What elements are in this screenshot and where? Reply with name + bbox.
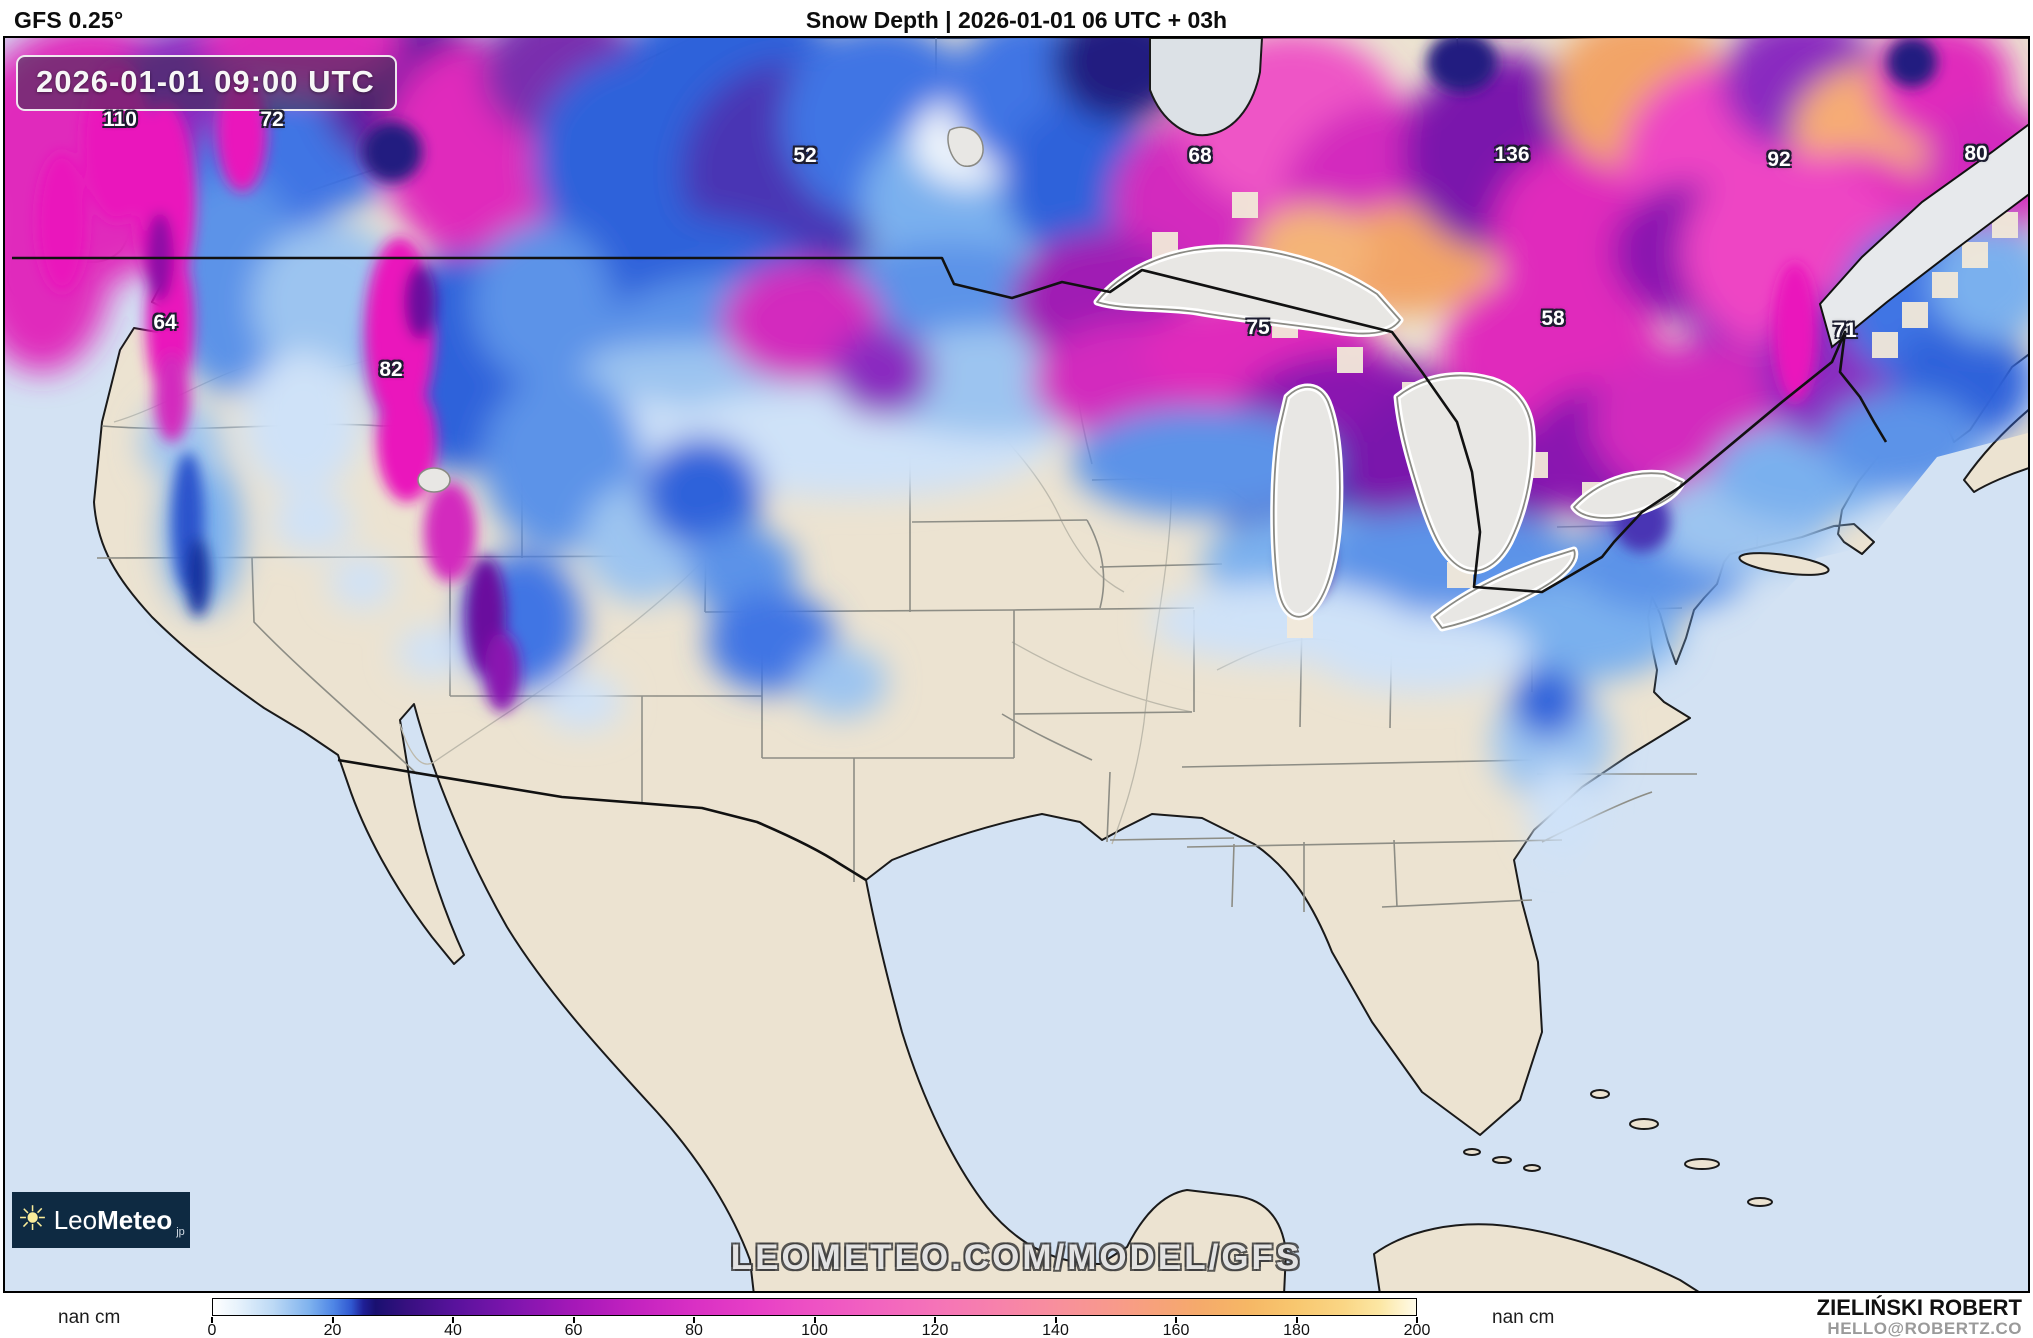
header: GFS 0.25° Snow Depth | 2026-01-01 06 UTC… [0, 0, 2033, 36]
colorbar-tick-label: 80 [685, 1322, 703, 1338]
author-email: HELLO@ROBERTZ.CO [1827, 1319, 2022, 1338]
colorbar-tick-label: 140 [1042, 1322, 1069, 1338]
colorbar-tick-label: 60 [564, 1322, 583, 1338]
page-title: Snow Depth | 2026-01-01 06 UTC + 03h [805, 7, 1228, 33]
snow-depth-value-label: 75 [1246, 316, 1270, 339]
colorbar-tick-label: 40 [444, 1322, 462, 1338]
colorbar-tick-label: 160 [1162, 1322, 1190, 1338]
author-name: ZIELIŃSKI ROBERT [1816, 1295, 2022, 1320]
leometeo-logo: ☀ LeoMeteo jp [12, 1192, 190, 1248]
colorbar-tick-label: 120 [921, 1322, 949, 1338]
map-canvas [3, 36, 2030, 1293]
snow-depth-value-label: 71 [1833, 319, 1857, 342]
snow-depth-value-label: 136 [1494, 143, 1530, 166]
colorbar-tick-mark [813, 1317, 816, 1323]
snow-depth-value-label: 58 [1541, 307, 1565, 330]
colorbar-tick-mark [452, 1317, 454, 1323]
watermark: LEOMETEO.COM/MODEL/GFS [730, 1238, 1303, 1277]
colorbar-tick-label: 20 [323, 1322, 342, 1338]
colorbar-tick-mark [693, 1317, 695, 1323]
snow-depth-value-label: 82 [379, 358, 403, 381]
colorbar-tick-mark [211, 1317, 213, 1323]
colorbar-tick-label: 0 [207, 1322, 217, 1338]
unit-label-left: nan cm [58, 1307, 121, 1328]
colorbar-tick-mark [572, 1317, 575, 1323]
logo-suffix: jp [176, 1226, 185, 1238]
snow-depth-value-label: 52 [793, 144, 817, 167]
colorbar-tick-label: 200 [1403, 1322, 1431, 1338]
colorbar-gradient [212, 1298, 1417, 1316]
snow-depth-value-label: 72 [260, 108, 284, 131]
colorbar-tick-mark [331, 1317, 334, 1323]
snow-depth-value-label: 68 [1188, 144, 1212, 167]
snow-depth-value-label: 110 [103, 108, 137, 131]
colorbar-panel: nan cm 0 20 40 60 80 100 120 140 160 180 200 nan c… [0, 1293, 2033, 1338]
colorbar-tick-label: 180 [1283, 1322, 1310, 1338]
colorbar-tick-mark [1175, 1317, 1177, 1323]
snow-depth-value-label: 92 [1767, 148, 1791, 171]
unit-label-right: nan cm [1492, 1307, 1555, 1328]
colorbar-tick-label: 100 [801, 1322, 828, 1338]
colorbar-tick-mark [1416, 1317, 1418, 1323]
map-graphic [5, 38, 2028, 1291]
snow-depth-value-label: 80 [1964, 142, 1988, 165]
model-name: GFS 0.25° [14, 7, 124, 33]
snow-depth-value-label: 64 [153, 311, 177, 334]
logo-text: LeoMeteo [53, 1204, 173, 1235]
sun-icon: ☀ [17, 1200, 48, 1238]
colorbar-tick-mark [1295, 1317, 1298, 1323]
colorbar-tick-mark [1054, 1317, 1057, 1323]
timestamp-badge: 2026-01-01 09:00 UTC [16, 55, 397, 111]
colorbar-tick-mark [934, 1317, 936, 1323]
